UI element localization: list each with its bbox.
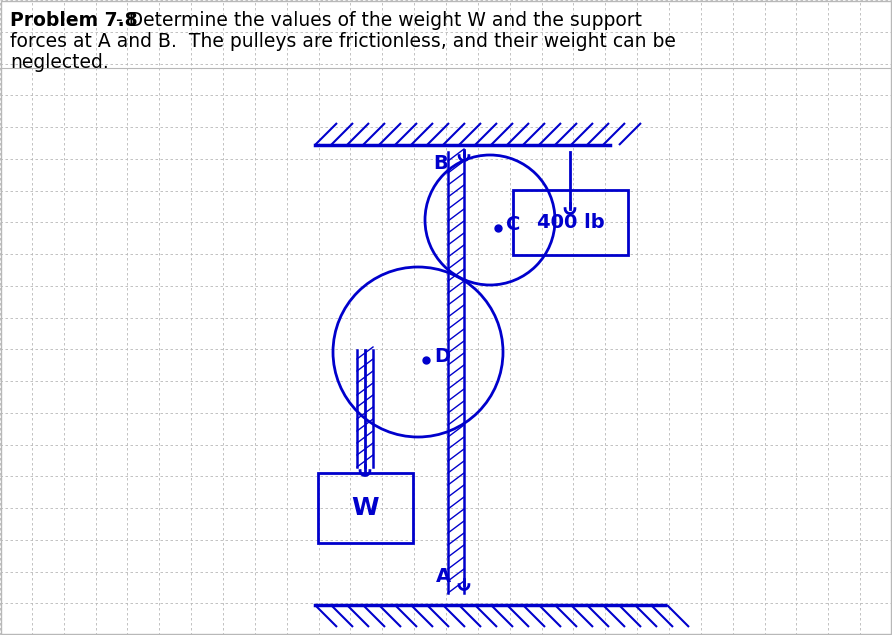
Text: A: A <box>436 568 451 587</box>
Text: forces at A and B.  The pulleys are frictionless, and their weight can be: forces at A and B. The pulleys are frict… <box>10 32 676 51</box>
Text: Problem 7.8: Problem 7.8 <box>10 11 137 30</box>
Text: - Determine the values of the weight W and the support: - Determine the values of the weight W a… <box>110 11 642 30</box>
Text: D: D <box>434 347 450 366</box>
Text: W: W <box>351 496 379 520</box>
Text: neglected.: neglected. <box>10 53 109 72</box>
Text: B: B <box>434 154 448 173</box>
Bar <box>513 190 628 255</box>
Text: C: C <box>506 215 520 234</box>
Bar <box>318 473 413 543</box>
Text: 400 lb: 400 lb <box>537 213 604 232</box>
